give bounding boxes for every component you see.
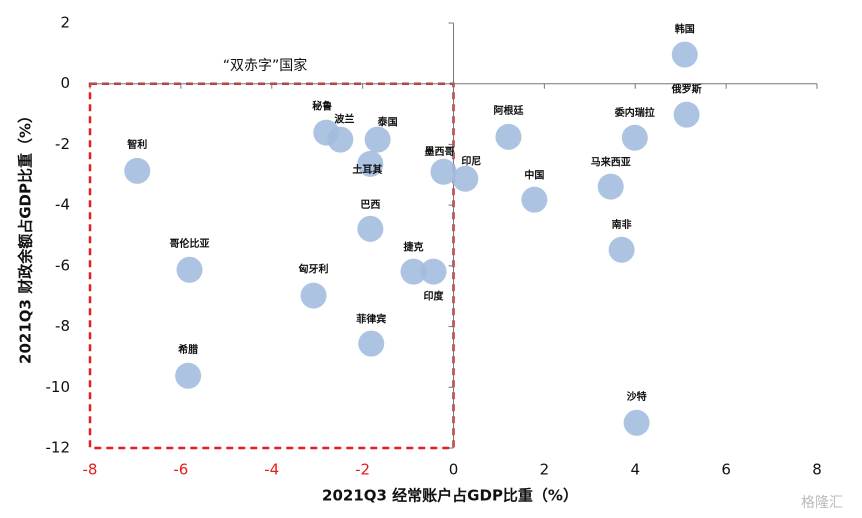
point-label: 南非 [612, 218, 632, 231]
point [521, 186, 548, 213]
point-label: 菲律宾 [356, 313, 386, 326]
point-label: 泰国 [377, 116, 398, 129]
point [327, 126, 354, 153]
annotation: “双赤字”国家 [223, 57, 308, 74]
point [357, 215, 384, 242]
point-label: 委内瑞拉 [614, 106, 655, 119]
point [671, 41, 698, 68]
point [623, 409, 650, 436]
point [176, 256, 203, 283]
point-label: 韩国 [675, 23, 695, 36]
point-label: 匈牙利 [299, 263, 329, 276]
y-tick-label: -12 [46, 439, 71, 457]
y-tick-label: -4 [55, 196, 70, 214]
y-tick-label: -6 [55, 256, 70, 274]
y-tick-label: -10 [46, 378, 71, 396]
x-tick-label: 2 [540, 461, 550, 479]
point-label: 墨西哥 [425, 146, 455, 158]
region [88, 82, 455, 450]
point-label: 哥伦比亚 [170, 237, 210, 250]
point [430, 158, 457, 185]
point-label: 沙特 [627, 390, 647, 403]
point-label: 巴西 [360, 199, 380, 211]
y-tick-label: -8 [55, 317, 70, 335]
x-tick-label: 0 [449, 461, 459, 479]
point [124, 157, 151, 184]
x-axis-title: 2021Q3 经常账户占GDP比重（%） [322, 487, 578, 505]
point [621, 124, 648, 151]
watermark: 格隆汇 [801, 495, 843, 511]
point [673, 101, 700, 128]
x-tick-label: -4 [264, 461, 279, 479]
point-label: 印度 [424, 290, 445, 303]
point [358, 330, 385, 357]
point [597, 173, 624, 200]
point-label: 中国 [524, 169, 544, 182]
point [495, 123, 522, 150]
x-tick-label: 8 [812, 461, 822, 479]
point [608, 236, 635, 263]
point [420, 258, 447, 285]
point [400, 258, 427, 285]
point-label: 印尼 [461, 156, 481, 168]
point-label: 土耳其 [352, 163, 382, 176]
point-label: 马来西亚 [591, 156, 631, 169]
point [357, 150, 384, 177]
y-tick-label: -2 [55, 135, 70, 153]
x-tick-label: 6 [721, 461, 731, 479]
point-label: 捷克 [404, 241, 424, 254]
point-label: 智利 [127, 138, 147, 151]
y-tick-label: 0 [60, 74, 70, 92]
y-tick-label: 2 [60, 14, 70, 32]
x-tick-label: -2 [355, 461, 370, 479]
point-label: 俄罗斯 [671, 83, 702, 96]
x-tick-label: 4 [630, 461, 640, 479]
x-tick-label: -6 [173, 461, 188, 479]
point-label: 秘鲁 [312, 100, 332, 113]
point [452, 165, 479, 192]
x-tick-label: -8 [83, 461, 98, 479]
point [300, 282, 327, 309]
point [175, 362, 202, 389]
point [364, 126, 391, 153]
y-axis-title: 2021Q3 财政余额占GDP比重（%） [17, 108, 35, 364]
point-label: 希腊 [177, 343, 198, 356]
point-label: 波兰 [334, 113, 354, 126]
point-label: 阿根廷 [493, 104, 524, 117]
